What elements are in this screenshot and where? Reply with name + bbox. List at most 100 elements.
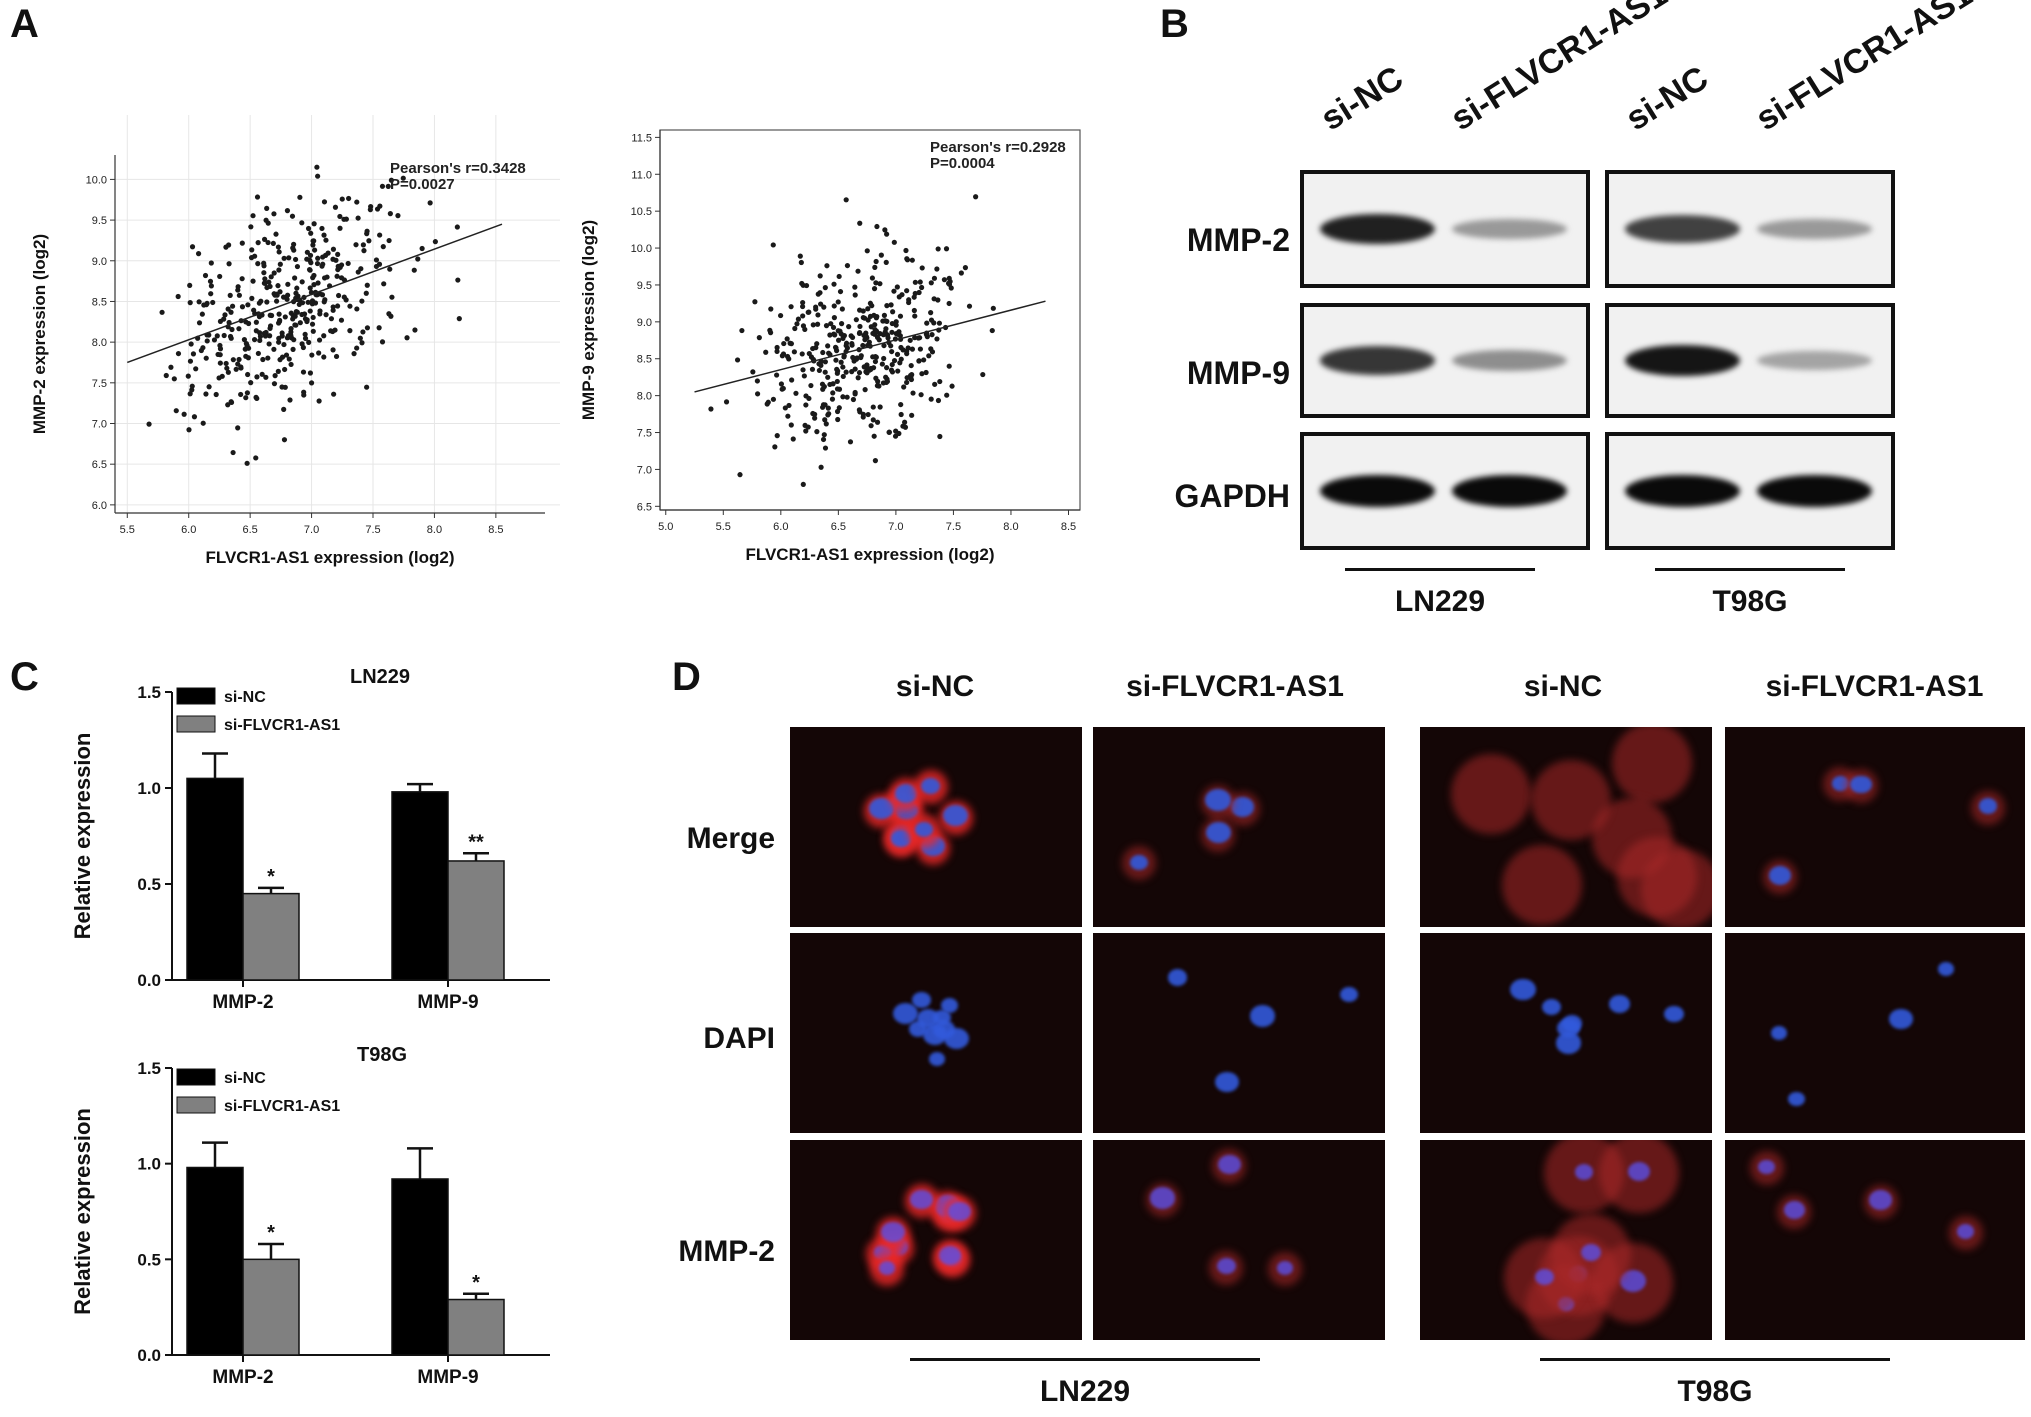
scatter-point <box>799 303 806 310</box>
scatter-point <box>826 411 832 417</box>
scatter-point <box>822 402 828 408</box>
scatter-point <box>797 253 803 259</box>
dapi-nucleus <box>1217 1154 1241 1175</box>
scatter-point <box>812 415 818 421</box>
scatter-point <box>244 342 250 349</box>
scatter-point <box>817 273 823 279</box>
scatter-point <box>427 200 433 206</box>
y-tick-label: 0.5 <box>137 1250 161 1269</box>
scatter-point <box>852 389 858 396</box>
blot-band <box>1625 215 1740 243</box>
scatter-point <box>904 348 910 354</box>
scatter-point <box>820 349 826 356</box>
scatter-point <box>273 231 279 237</box>
scatter-point <box>276 311 282 317</box>
scatter-point <box>774 348 780 355</box>
scatter-point <box>814 321 821 327</box>
scatter-point <box>335 251 341 258</box>
blot-band <box>1625 475 1740 507</box>
scatter-point <box>251 336 258 343</box>
legend-swatch <box>176 1068 216 1086</box>
legend-label: si-NC <box>224 689 266 706</box>
dapi-nucleus <box>942 804 969 827</box>
panel-label-c: C <box>10 655 39 699</box>
scatter-point <box>774 433 780 439</box>
scatter-point <box>345 260 351 267</box>
x-tick-label: 7.0 <box>304 524 319 536</box>
bar <box>391 791 449 981</box>
scatter-point <box>928 346 934 352</box>
scatter-point <box>874 419 881 425</box>
scatter-point <box>844 345 851 351</box>
scatter-point <box>831 303 837 309</box>
blot-frame <box>1300 170 1590 288</box>
scatter-point <box>363 290 369 296</box>
dapi-nucleus <box>910 1189 933 1210</box>
scatter-point <box>899 292 905 298</box>
dapi-nucleus <box>932 1009 952 1026</box>
scatter-point <box>302 335 309 341</box>
legend-swatch <box>176 687 216 705</box>
scatter-point <box>834 378 840 385</box>
scatter-point <box>795 316 802 322</box>
scatter-point <box>803 393 809 399</box>
blot-band <box>1320 213 1435 245</box>
scatter-point <box>387 266 393 272</box>
scatter-point <box>989 327 995 334</box>
scatter-point <box>259 371 265 377</box>
scatter-point <box>876 383 882 389</box>
y-tick-label: 9.0 <box>92 256 107 268</box>
scatter-point <box>880 380 887 386</box>
scatter-point <box>934 266 940 272</box>
scatter-point <box>357 335 363 341</box>
y-tick-label: 1.5 <box>137 683 161 702</box>
scatter-point <box>792 325 798 332</box>
annotation-r: Pearson's r=0.3428 <box>390 160 526 177</box>
scatter-point <box>171 376 177 382</box>
scatter-point <box>250 278 256 284</box>
scatter-point <box>778 312 784 319</box>
scatter-point <box>324 274 330 280</box>
scatter-point <box>311 221 317 227</box>
y-tick-label: 6.0 <box>92 500 107 512</box>
scatter-point <box>284 208 291 214</box>
scatter-point <box>387 211 393 217</box>
significance-mark: ** <box>468 831 484 853</box>
scatter-point <box>312 247 318 253</box>
scatter-point <box>388 177 394 183</box>
scatter-point <box>926 353 932 359</box>
significance-mark: * <box>267 866 275 888</box>
scatter-point <box>217 360 223 366</box>
scatter-point <box>321 199 328 205</box>
scatter-point <box>264 299 270 305</box>
y-axis-label: Relative expression <box>70 1108 95 1315</box>
scatter-point <box>255 261 261 267</box>
scatter-point <box>306 339 312 345</box>
scatter-point <box>299 220 305 226</box>
scatter-point <box>233 366 239 372</box>
blot-band <box>1757 218 1872 240</box>
category-label: MMP-2 <box>212 992 273 1013</box>
scatter-point <box>825 374 831 380</box>
scatter-point <box>351 351 357 357</box>
scatter-point <box>297 320 303 326</box>
scatter-point <box>882 329 888 335</box>
micrograph-panel <box>1725 933 2025 1133</box>
scatter-point <box>268 312 275 319</box>
scatter-point <box>196 320 203 326</box>
scatter-point <box>812 411 818 417</box>
x-tick-label: 7.5 <box>946 521 961 533</box>
scatter-point <box>286 356 292 362</box>
x-tick-label: 5.0 <box>658 521 673 533</box>
scatter-point <box>325 250 331 256</box>
scatter-point <box>897 333 903 339</box>
scatter-point <box>354 345 360 351</box>
scatter-point <box>958 270 964 276</box>
blot-band <box>1452 218 1567 240</box>
y-tick-label: 8.5 <box>637 354 652 366</box>
scatter-point <box>307 252 314 259</box>
dapi-nucleus <box>1215 1072 1239 1093</box>
scatter-point <box>373 257 380 263</box>
scatter-point <box>239 240 245 246</box>
dapi-nucleus <box>1770 1026 1788 1041</box>
